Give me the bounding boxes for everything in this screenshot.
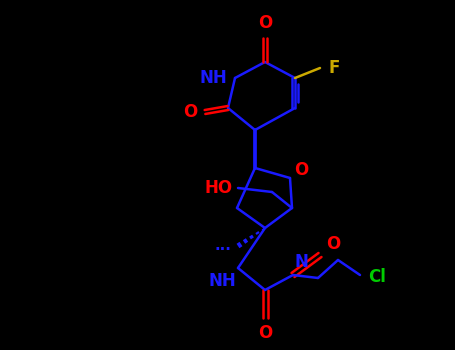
Text: Cl: Cl [368, 268, 386, 286]
Text: O: O [326, 235, 340, 253]
Text: NH: NH [199, 69, 227, 87]
Text: O: O [183, 103, 197, 121]
Text: NH: NH [208, 272, 236, 290]
Text: O: O [294, 161, 308, 179]
Text: ···: ··· [214, 243, 231, 258]
Text: O: O [258, 14, 272, 32]
Text: HO: HO [205, 179, 233, 197]
Text: N: N [295, 253, 309, 271]
Text: F: F [328, 59, 339, 77]
Text: O: O [258, 324, 272, 342]
